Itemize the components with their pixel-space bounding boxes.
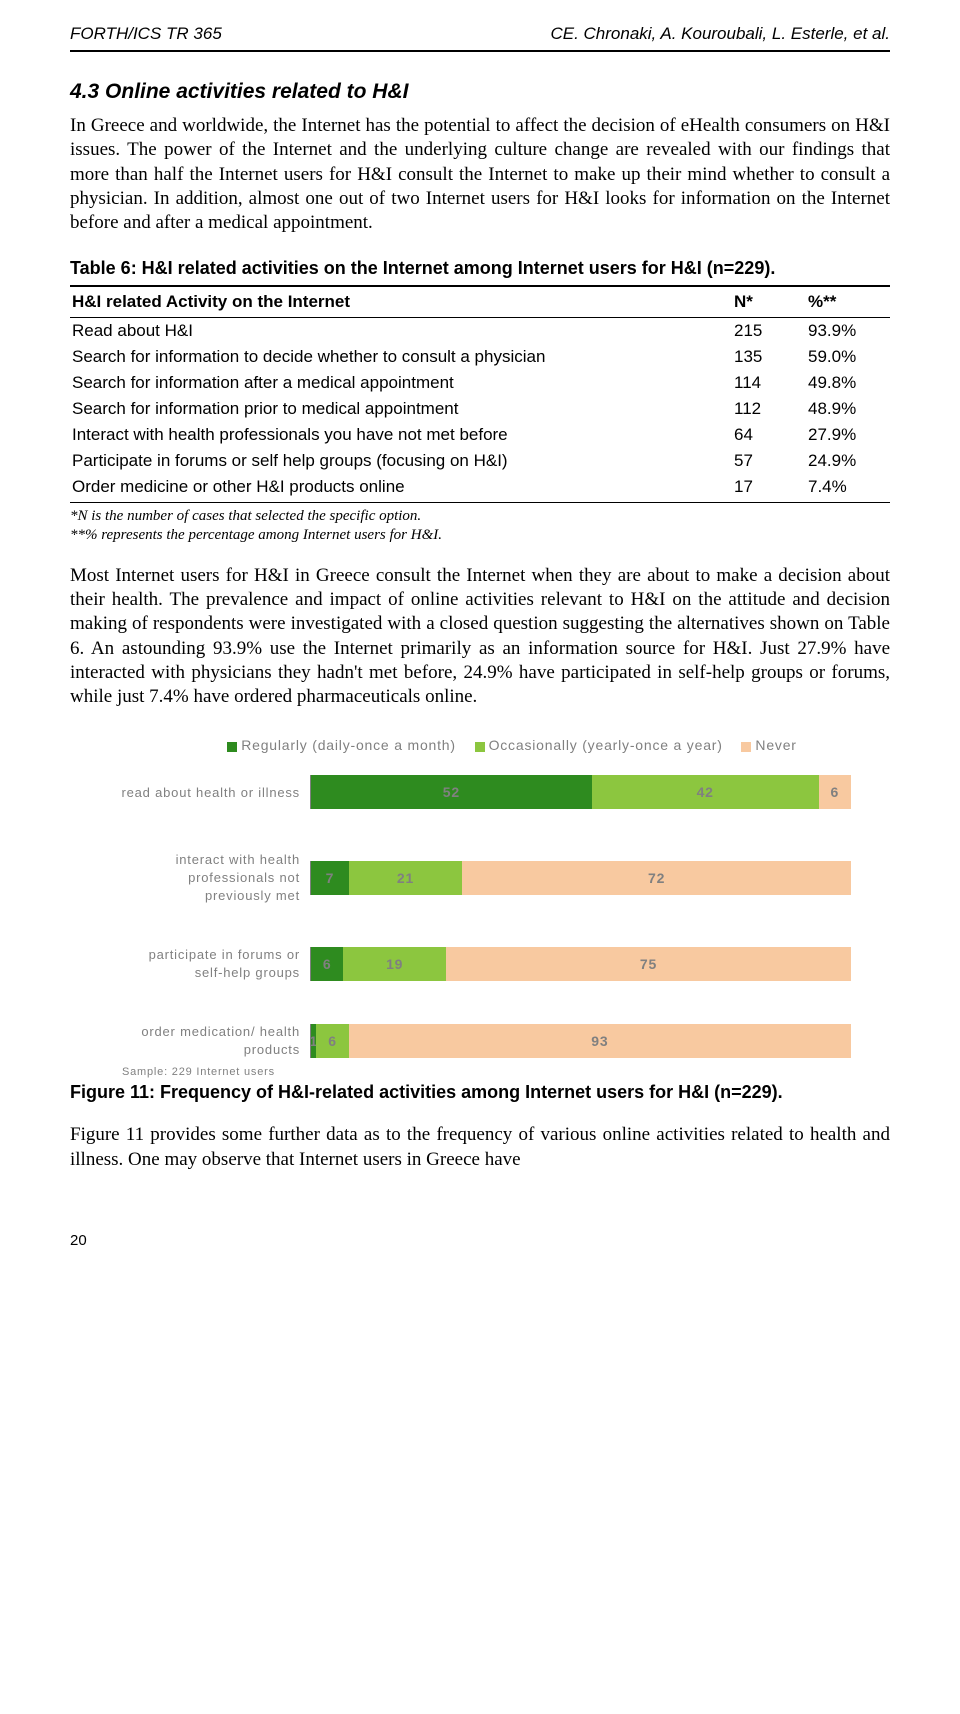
cell-n: 215 bbox=[732, 317, 806, 344]
table-row: Order medicine or other H&I products onl… bbox=[70, 474, 890, 503]
table-row: Read about H&I 215 93.9% bbox=[70, 317, 890, 344]
chart-row: order medication/ health products1693 bbox=[120, 1023, 890, 1058]
chart-row-label: order medication/ health products bbox=[120, 1023, 310, 1058]
table-6-title: Table 6: H&I related activities on the I… bbox=[70, 258, 890, 279]
swatch-never bbox=[741, 742, 751, 752]
chart-legend: Regularly (daily-once a month) Occasiona… bbox=[120, 737, 890, 753]
bar-segment-occasionally: 6 bbox=[316, 1024, 348, 1058]
swatch-regularly bbox=[227, 742, 237, 752]
paragraph-closing: Figure 11 provides some further data as … bbox=[70, 1123, 890, 1172]
cell-n: 135 bbox=[732, 344, 806, 370]
cell-n: 17 bbox=[732, 474, 806, 503]
bar-segment-never: 93 bbox=[349, 1024, 851, 1058]
cell-pct: 48.9% bbox=[806, 396, 890, 422]
chart-row: participate in forums or self-help group… bbox=[120, 946, 890, 981]
table-row: Search for information prior to medical … bbox=[70, 396, 890, 422]
chart-row-label: participate in forums or self-help group… bbox=[120, 946, 310, 981]
swatch-occasionally bbox=[475, 742, 485, 752]
chart-row: interact with health professionals not p… bbox=[120, 851, 890, 904]
header-left: FORTH/ICS TR 365 bbox=[70, 24, 222, 44]
cell-activity: Search for information to decide whether… bbox=[70, 344, 732, 370]
cell-pct: 27.9% bbox=[806, 422, 890, 448]
table-row: Search for information after a medical a… bbox=[70, 370, 890, 396]
cell-activity: Interact with health professionals you h… bbox=[70, 422, 732, 448]
cell-activity: Participate in forums or self help group… bbox=[70, 448, 732, 474]
bar-segment-regularly: 7 bbox=[311, 861, 349, 895]
col-n: N* bbox=[732, 286, 806, 318]
chart-row-bars: 1693 bbox=[310, 1024, 851, 1058]
table-6: H&I related Activity on the Internet N* … bbox=[70, 285, 890, 503]
footnote-1: *N is the number of cases that selected … bbox=[70, 508, 421, 524]
cell-activity: Order medicine or other H&I products onl… bbox=[70, 474, 732, 503]
page: FORTH/ICS TR 365 CE. Chronaki, A. Kourou… bbox=[0, 0, 960, 1279]
bar-segment-never: 75 bbox=[446, 947, 851, 981]
table-header-row: H&I related Activity on the Internet N* … bbox=[70, 286, 890, 318]
cell-activity: Search for information after a medical a… bbox=[70, 370, 732, 396]
header-right: CE. Chronaki, A. Kouroubali, L. Esterle,… bbox=[550, 24, 890, 44]
section-heading: 4.3 Online activities related to H&I bbox=[70, 80, 890, 104]
bar-segment-occasionally: 42 bbox=[592, 775, 819, 809]
cell-n: 64 bbox=[732, 422, 806, 448]
chart-row-bars: 61975 bbox=[310, 947, 851, 981]
chart-row-bars: 72172 bbox=[310, 861, 851, 895]
chart-row-label: read about health or illness bbox=[120, 784, 310, 802]
chart-row: read about health or illness52426 bbox=[120, 775, 890, 809]
cell-n: 57 bbox=[732, 448, 806, 474]
cell-activity: Read about H&I bbox=[70, 317, 732, 344]
page-number: 20 bbox=[70, 1232, 890, 1249]
chart-row-label: interact with health professionals not p… bbox=[120, 851, 310, 904]
cell-pct: 7.4% bbox=[806, 474, 890, 503]
bar-segment-never: 72 bbox=[462, 861, 851, 895]
col-activity: H&I related Activity on the Internet bbox=[70, 286, 732, 318]
legend-never: Never bbox=[727, 737, 796, 753]
cell-pct: 93.9% bbox=[806, 317, 890, 344]
cell-pct: 24.9% bbox=[806, 448, 890, 474]
table-row: Participate in forums or self help group… bbox=[70, 448, 890, 474]
footnote-2: **% represents the percentage among Inte… bbox=[70, 527, 442, 543]
table-row: Search for information to decide whether… bbox=[70, 344, 890, 370]
chart-bars: read about health or illness52426interac… bbox=[120, 775, 890, 1058]
col-pct: %** bbox=[806, 286, 890, 318]
cell-n: 114 bbox=[732, 370, 806, 396]
legend-regularly: Regularly (daily-once a month) bbox=[213, 737, 456, 753]
cell-pct: 49.8% bbox=[806, 370, 890, 396]
paragraph-discussion: Most Internet users for H&I in Greece co… bbox=[70, 564, 890, 710]
table-row: Interact with health professionals you h… bbox=[70, 422, 890, 448]
bar-segment-regularly: 52 bbox=[311, 775, 592, 809]
bar-segment-occasionally: 21 bbox=[349, 861, 462, 895]
bar-segment-never: 6 bbox=[819, 775, 851, 809]
bar-segment-occasionally: 19 bbox=[343, 947, 446, 981]
paragraph-intro: In Greece and worldwide, the Internet ha… bbox=[70, 114, 890, 236]
chart-sample-note: Sample: 229 Internet users bbox=[122, 1066, 890, 1078]
table-footnote: *N is the number of cases that selected … bbox=[70, 507, 890, 546]
legend-occasionally: Occasionally (yearly-once a year) bbox=[461, 737, 723, 753]
bar-segment-regularly: 6 bbox=[311, 947, 343, 981]
figure-11-chart: Regularly (daily-once a month) Occasiona… bbox=[120, 737, 890, 1058]
table-body: Read about H&I 215 93.9% Search for info… bbox=[70, 317, 890, 502]
figure-11-caption: Figure 11: Frequency of H&I-related acti… bbox=[70, 1082, 890, 1103]
cell-pct: 59.0% bbox=[806, 344, 890, 370]
cell-n: 112 bbox=[732, 396, 806, 422]
chart-row-bars: 52426 bbox=[310, 775, 851, 809]
running-header: FORTH/ICS TR 365 CE. Chronaki, A. Kourou… bbox=[70, 24, 890, 52]
cell-activity: Search for information prior to medical … bbox=[70, 396, 732, 422]
